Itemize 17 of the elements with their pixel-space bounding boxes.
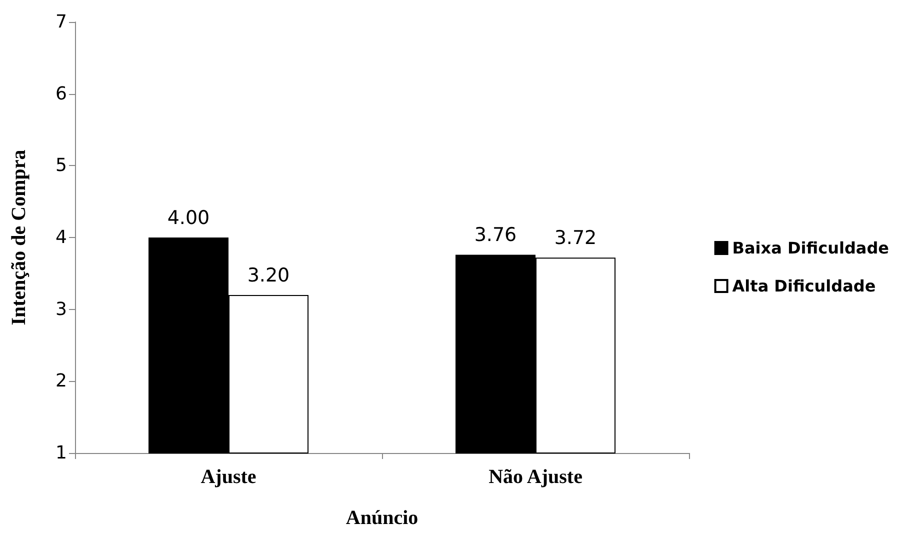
data-label: 3.20 [247, 264, 290, 286]
x-axis-title: Anúncio [346, 507, 418, 529]
data-label: 4.00 [167, 207, 210, 229]
x-tick-label: Não Ajuste [488, 466, 583, 488]
y-tick-label: 5 [56, 155, 67, 176]
y-tick-label: 1 [56, 442, 67, 464]
data-label: 3.72 [554, 227, 597, 250]
y-tick-label: 6 [56, 83, 67, 104]
y-axis-title: Intenção de Compra [8, 150, 30, 326]
y-tick-label: 7 [56, 12, 67, 32]
legend-label: Baixa Dificuldade [732, 238, 890, 258]
x-tick-label: Ajuste [200, 466, 256, 488]
data-label: 3.76 [474, 224, 517, 246]
y-tick-label: 2 [56, 370, 67, 392]
y-tick-label: 3 [56, 298, 67, 320]
legend-label: Alta Dificuldade [732, 276, 876, 296]
y-tick-label: 4 [56, 227, 67, 248]
